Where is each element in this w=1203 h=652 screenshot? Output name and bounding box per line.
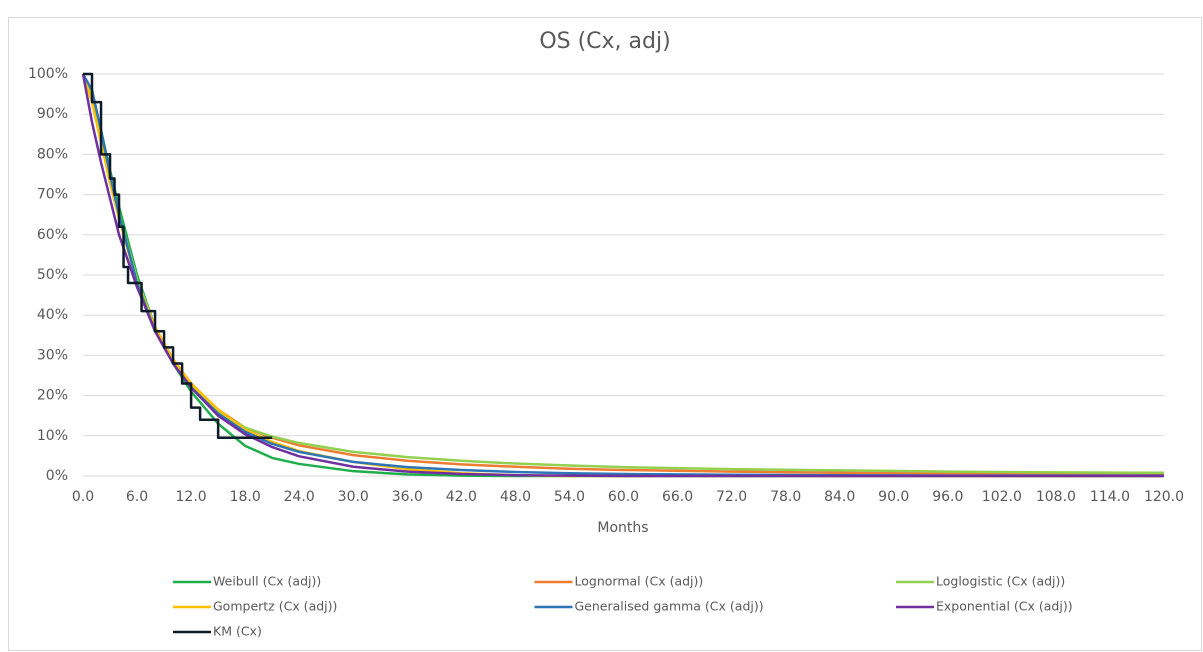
x-tick-label: 96.0 [932,489,963,505]
x-tick-label: 102.0 [982,489,1022,505]
y-tick-label: 0% [46,468,68,484]
legend-label: KM (Cx) [213,624,262,639]
x-tick-label: 108.0 [1036,489,1076,505]
legend-label: Lognormal (Cx (adj)) [575,574,704,589]
x-tick-label: 60.0 [608,489,639,505]
legend-label: Gompertz (Cx (adj)) [213,599,337,614]
x-tick-label: 84.0 [824,489,855,505]
x-tick-label: 48.0 [500,489,531,505]
y-tick-label: 30% [37,347,68,363]
x-tick-label: 78.0 [770,489,801,505]
x-tick-label: 18.0 [230,489,261,505]
y-tick-label: 40% [37,307,68,323]
y-tick-label: 80% [37,146,68,162]
y-tick-label: 70% [37,187,68,203]
x-tick-label: 24.0 [284,489,315,505]
x-tick-label: 66.0 [662,489,693,505]
x-tick-label: 42.0 [446,489,477,505]
y-tick-label: 20% [37,388,68,404]
legend-label: Loglogistic (Cx (adj)) [936,574,1065,589]
x-tick-label: 54.0 [554,489,585,505]
series-line [81,73,1164,478]
y-tick-label: 100% [28,66,68,82]
legend-label: Generalised gamma (Cx (adj)) [575,599,764,614]
x-tick-label: 36.0 [392,489,423,505]
series-line [83,72,273,440]
legend-label: Weibull (Cx (adj)) [213,574,321,589]
x-tick-label: 72.0 [716,489,747,505]
x-tick-label: 0.0 [72,489,94,505]
chart-frame [8,17,1202,651]
x-tick-label: 30.0 [338,489,369,505]
x-tick-label: 114.0 [1090,489,1130,505]
x-tick-label: 90.0 [878,489,909,505]
y-tick-label: 60% [37,227,68,243]
chart-title: OS (Cx, adj) [539,29,670,54]
x-tick-label: 120.0 [1144,489,1184,505]
y-tick-label: 90% [37,106,68,122]
y-tick-label: 10% [37,428,68,444]
y-tick-label: 50% [37,267,68,283]
x-tick-label: 12.0 [176,489,207,505]
x-tick-label: 6.0 [126,489,148,505]
legend-label: Exponential (Cx (adj)) [936,599,1073,614]
x-axis-title: Months [597,520,648,536]
